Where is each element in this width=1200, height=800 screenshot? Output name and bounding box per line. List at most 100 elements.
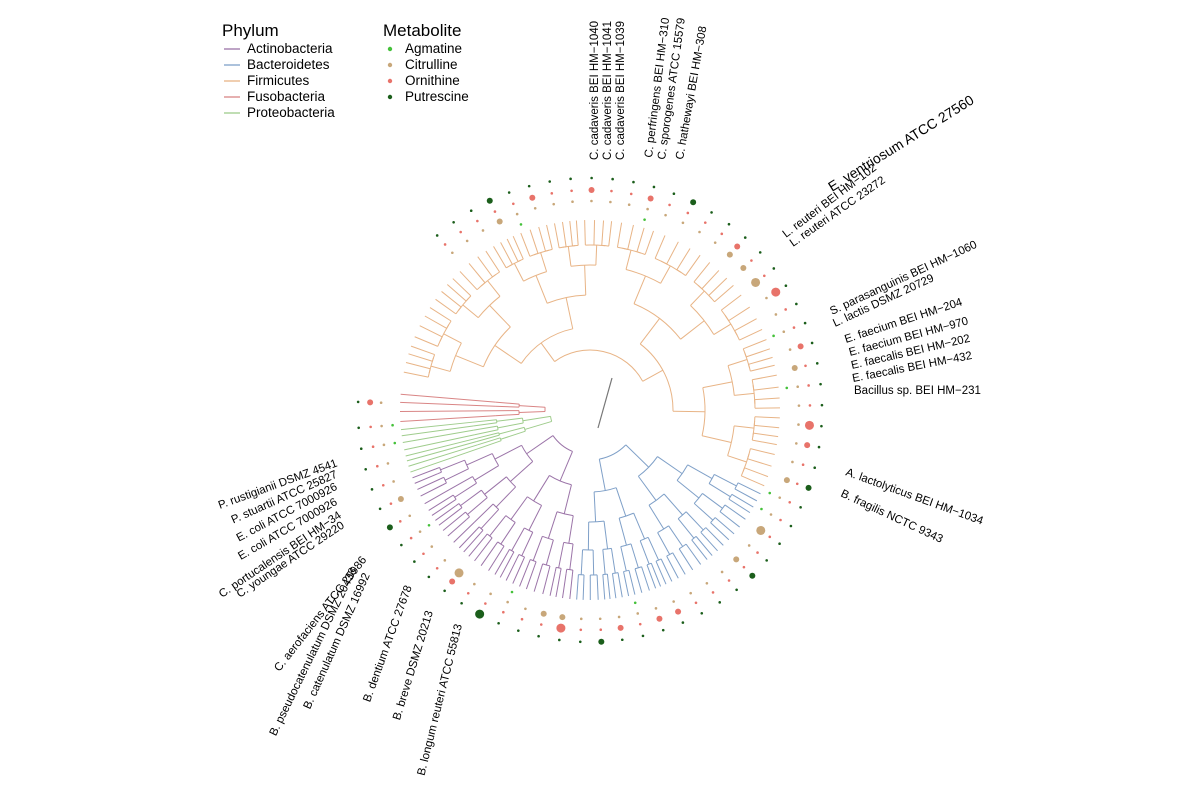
- tree-arc: [720, 309, 730, 321]
- metabolite-dot: [788, 500, 792, 504]
- tip-label: C. cadaveris BEI HM−1039: [615, 21, 627, 160]
- tree-branch: [685, 254, 701, 276]
- tree-branch: [677, 518, 695, 539]
- metabolite-dot: [805, 484, 812, 491]
- legend-metabolite-title: Metabolite: [383, 21, 461, 40]
- metabolite-dot: [792, 326, 796, 329]
- metabolite-dot: [765, 559, 768, 562]
- metabolite-dot: [705, 581, 709, 585]
- tree-branch: [449, 476, 473, 490]
- tree-branch: [468, 536, 486, 557]
- tree-branch: [734, 425, 755, 429]
- tree-branch: [580, 549, 584, 575]
- tree-branch: [435, 466, 440, 470]
- metabolite-dot: [783, 477, 790, 484]
- metabolite-dot: [627, 203, 631, 207]
- metabolite-dot: [774, 313, 778, 316]
- tree-branch: [636, 227, 645, 252]
- tree-branch: [657, 456, 683, 475]
- tree-arc: [452, 494, 457, 500]
- tree-branch: [404, 434, 475, 451]
- metabolite-dot: [364, 467, 367, 471]
- tree-arc: [690, 305, 715, 335]
- metabolite-dot: [527, 184, 531, 188]
- metabolite-dot: [819, 382, 822, 386]
- tree-branch: [484, 476, 507, 495]
- tree-branch: [650, 563, 662, 587]
- tree-branch: [476, 434, 500, 443]
- metabolite-dot: [408, 514, 412, 518]
- tree-root: [597, 377, 613, 429]
- tree-arc: [477, 295, 501, 318]
- tree-arc: [666, 552, 673, 557]
- metabolite-dot: [430, 545, 434, 548]
- tree-arc: [633, 303, 682, 340]
- tree-branch: [642, 369, 664, 382]
- metabolite-dot: [359, 447, 363, 450]
- tree-branch: [521, 532, 534, 557]
- metabolite-dot: [795, 482, 799, 486]
- tree-branch: [754, 424, 780, 429]
- tree-branch: [473, 422, 497, 427]
- tree-branch: [610, 548, 616, 574]
- metabolite-dot: [466, 591, 470, 595]
- metabolite-dot: [633, 601, 637, 605]
- metabolite-dot: [443, 559, 447, 562]
- tree-branch: [676, 248, 691, 270]
- tree-branch: [744, 467, 769, 478]
- tree-branch: [446, 284, 467, 302]
- metabolite-dot: [598, 638, 605, 645]
- tree-branch: [400, 393, 496, 403]
- tree-branch: [660, 265, 671, 284]
- tree-branch: [475, 432, 499, 440]
- metabolite-dot: [435, 234, 439, 237]
- metabolite-dot: [641, 634, 645, 638]
- tree-branch: [435, 298, 457, 315]
- tree-branch: [625, 250, 632, 270]
- metabolite-dot: [771, 287, 781, 297]
- tree-branch: [584, 220, 586, 246]
- tree-branch: [668, 525, 684, 547]
- tree-arc: [559, 246, 567, 249]
- tree-branch: [654, 235, 666, 259]
- metabolite-dot: [497, 621, 500, 625]
- metabolite-dot: [686, 211, 690, 215]
- tree-branch: [472, 419, 497, 423]
- tree-branch: [734, 488, 758, 502]
- metabolite-swatch: [387, 94, 393, 100]
- tree-branch: [721, 294, 742, 311]
- tree-branch: [400, 415, 496, 423]
- metabolite-dot: [718, 601, 722, 604]
- metabolite-dot: [369, 425, 372, 429]
- tree-arc: [612, 572, 619, 574]
- tree-branch: [506, 238, 519, 262]
- tree-branch: [561, 221, 567, 247]
- tree-arc: [480, 489, 488, 498]
- tree-branch: [400, 421, 473, 431]
- metabolite-dot: [386, 524, 393, 531]
- metabolite-dot: [486, 197, 493, 204]
- tree-branch: [533, 567, 542, 592]
- tree-branch: [540, 252, 548, 272]
- tree-branch: [402, 429, 474, 443]
- metabolite-dot: [370, 488, 374, 491]
- tree-branch: [714, 473, 737, 487]
- tree-branch: [657, 532, 671, 555]
- tree-branch: [511, 527, 525, 551]
- tree-branch: [627, 224, 634, 250]
- tree-arc: [634, 566, 642, 570]
- tree-branch: [510, 496, 528, 520]
- tree-branch: [700, 531, 718, 552]
- tree-branch: [584, 265, 587, 296]
- tip-label: Bacillus sp. BEI HM−231: [854, 385, 981, 397]
- metabolite-dot: [629, 192, 633, 196]
- tree-branch: [454, 482, 477, 498]
- tree-branch: [417, 478, 441, 490]
- tree-branch: [625, 444, 650, 468]
- tree-arc: [446, 320, 452, 329]
- metabolite-dot: [512, 202, 515, 206]
- legend-phylum: Phylum ActinobacteriaBacteroidetesFirmic…: [222, 21, 335, 120]
- metabolite-dot: [643, 218, 646, 221]
- tree-arc: [521, 418, 524, 424]
- metabolite-dot: [393, 441, 397, 445]
